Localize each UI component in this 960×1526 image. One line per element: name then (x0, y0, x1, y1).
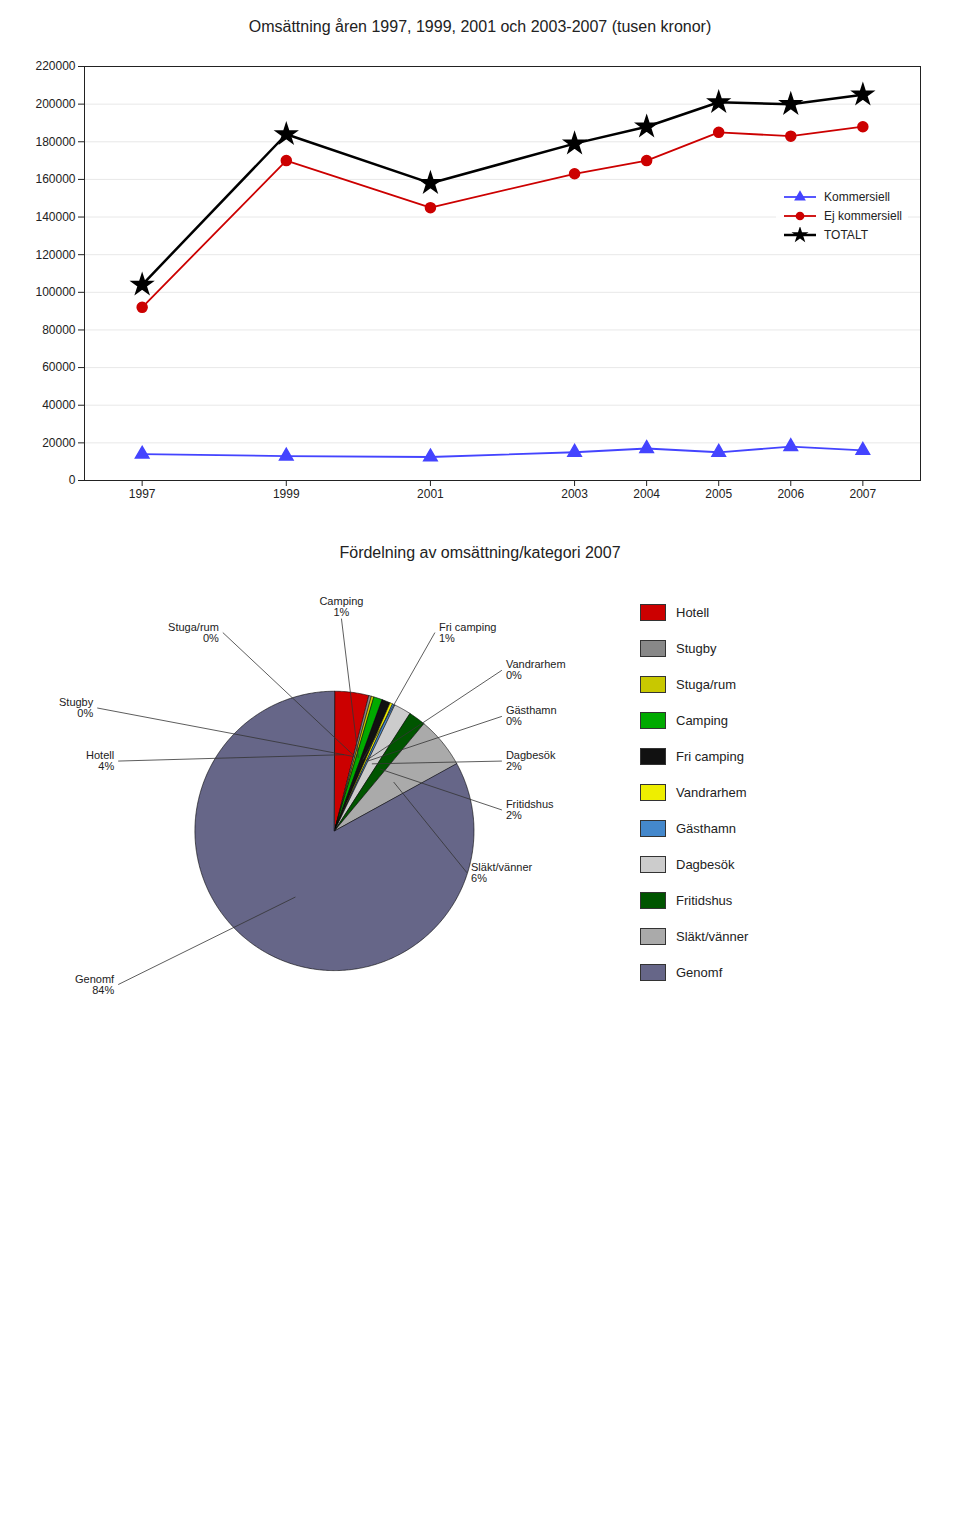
html-text:Stugby: Stugby (676, 640, 717, 656)
html-text:Vandrarhem: Vandrarhem (676, 784, 747, 800)
svg-text:Vandrarhem0%: Vandrarhem0% (506, 658, 566, 681)
html-text:Hotell: Hotell (676, 604, 710, 620)
html-text:Släkt/vänner: Släkt/vänner (676, 928, 749, 944)
svg-text:2004: 2004 (633, 487, 660, 501)
svg-text:160000: 160000 (35, 172, 75, 186)
svg-text:120000: 120000 (35, 248, 75, 262)
svg-text:20000: 20000 (42, 436, 76, 450)
html-text:Dagbesök: Dagbesök (676, 856, 735, 872)
html-text:TOTALT: TOTALT (824, 227, 868, 242)
html-text:Genomf: Genomf (676, 964, 723, 980)
svg-text:100000: 100000 (35, 285, 75, 299)
svg-text:40000: 40000 (42, 398, 76, 412)
svg-text:180000: 180000 (35, 135, 75, 149)
svg-text:2005: 2005 (705, 487, 732, 501)
svg-text:Genomf84%: Genomf84% (75, 973, 115, 996)
svg-text:Camping1%: Camping1% (319, 595, 363, 618)
svg-text:1999: 1999 (273, 487, 300, 501)
svg-text:2003: 2003 (561, 487, 588, 501)
html-text:Gästhamn: Gästhamn (676, 820, 736, 836)
svg-text:Fri camping1%: Fri camping1% (439, 621, 496, 644)
svg-text:2001: 2001 (417, 487, 444, 501)
svg-text:80000: 80000 (42, 323, 76, 337)
html-text:Stuga/rum: Stuga/rum (676, 676, 736, 692)
html-text:Fri camping: Fri camping (676, 748, 744, 764)
svg-text:2007: 2007 (849, 487, 876, 501)
html-text:Camping: Camping (676, 712, 728, 728)
svg-text:Dagbesök2%: Dagbesök2% (506, 749, 556, 772)
svg-text:Fritidshus2%: Fritidshus2% (506, 798, 554, 821)
svg-text:200000: 200000 (35, 97, 75, 111)
svg-text:Gästhamn0%: Gästhamn0% (506, 704, 557, 727)
svg-text:0: 0 (69, 473, 76, 487)
svg-text:Hotell4%: Hotell4% (86, 749, 114, 772)
svg-text:1997: 1997 (129, 487, 156, 501)
svg-text:60000: 60000 (42, 360, 76, 374)
svg-text:Stuga/rum0%: Stuga/rum0% (168, 621, 219, 644)
svg-text:Stugby0%: Stugby0% (59, 696, 94, 719)
svg-text:220000: 220000 (35, 59, 75, 73)
html-text:Omsättning åren 1997, 1999, 20: Omsättning åren 1997, 1999, 2001 och 200… (248, 18, 712, 35)
html-text:Fördelning av omsättning/kateg: Fördelning av omsättning/kategori 2007 (339, 544, 621, 561)
html-text:Fritidshus: Fritidshus (676, 892, 733, 908)
html-text:Ej kommersiell: Ej kommersiell (824, 208, 902, 223)
svg-text:140000: 140000 (35, 210, 75, 224)
svg-text:2006: 2006 (777, 487, 804, 501)
svg-text:Släkt/vänner6%: Släkt/vänner6% (471, 861, 532, 884)
html-text:Kommersiell: Kommersiell (824, 189, 890, 204)
